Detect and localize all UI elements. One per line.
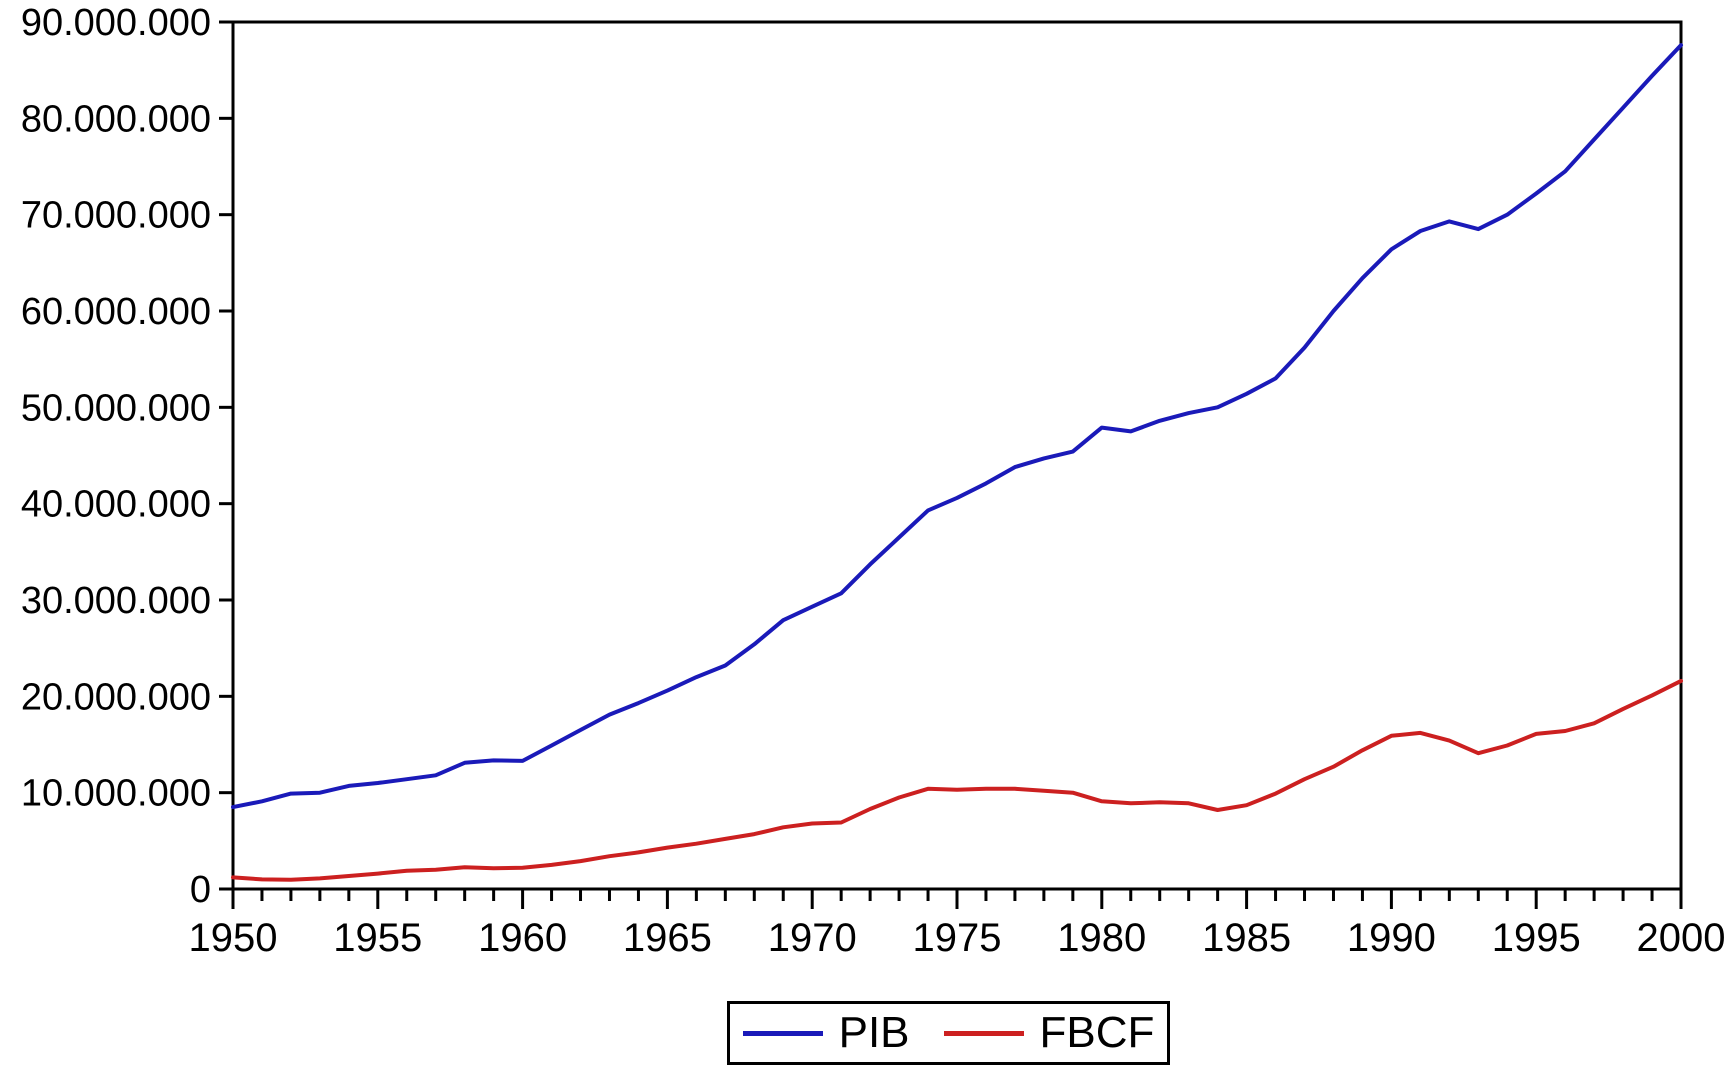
x-axis-label: 1995: [1492, 916, 1581, 960]
y-axis-label: 50.000.000: [21, 387, 211, 429]
pib-line-swatch: [742, 1030, 823, 1036]
x-axis-label: 1975: [913, 916, 1002, 960]
x-axis-label: 1985: [1202, 916, 1291, 960]
y-axis-label: 70.000.000: [21, 195, 211, 237]
x-axis-label: 2000: [1637, 916, 1726, 960]
y-axis-label: 20.000.000: [21, 676, 211, 718]
y-axis-label: 10.000.000: [21, 773, 211, 815]
legend-label-pib: PIB: [838, 1008, 910, 1057]
y-axis-label: 30.000.000: [21, 580, 211, 622]
x-axis-label: 1960: [478, 916, 567, 960]
x-axis-label: 1965: [623, 916, 712, 960]
legend: PIB FBCF: [727, 1001, 1170, 1065]
x-axis-label: 1955: [333, 916, 422, 960]
pib-line: [231, 43, 1683, 810]
x-axis-label: 1970: [768, 916, 857, 960]
fbcf-line: [231, 678, 1683, 882]
y-axis-label: 40.000.000: [21, 484, 211, 526]
fbcf-line-swatch: [943, 1030, 1024, 1036]
y-axis-label: 60.000.000: [21, 291, 211, 333]
x-axis-label: 1950: [189, 916, 278, 960]
plot-frame: [231, 20, 1683, 891]
legend-item-pib: PIB: [742, 1008, 910, 1058]
legend-item-fbcf: FBCF: [943, 1008, 1155, 1058]
y-axis-label: 0: [190, 869, 211, 911]
x-axis-label: 1990: [1347, 916, 1436, 960]
y-axis-label: 80.000.000: [21, 98, 211, 140]
y-axis-label: 90.000.000: [21, 2, 211, 44]
legend-label-fbcf: FBCF: [1039, 1008, 1155, 1057]
x-axis-label: 1980: [1057, 916, 1146, 960]
